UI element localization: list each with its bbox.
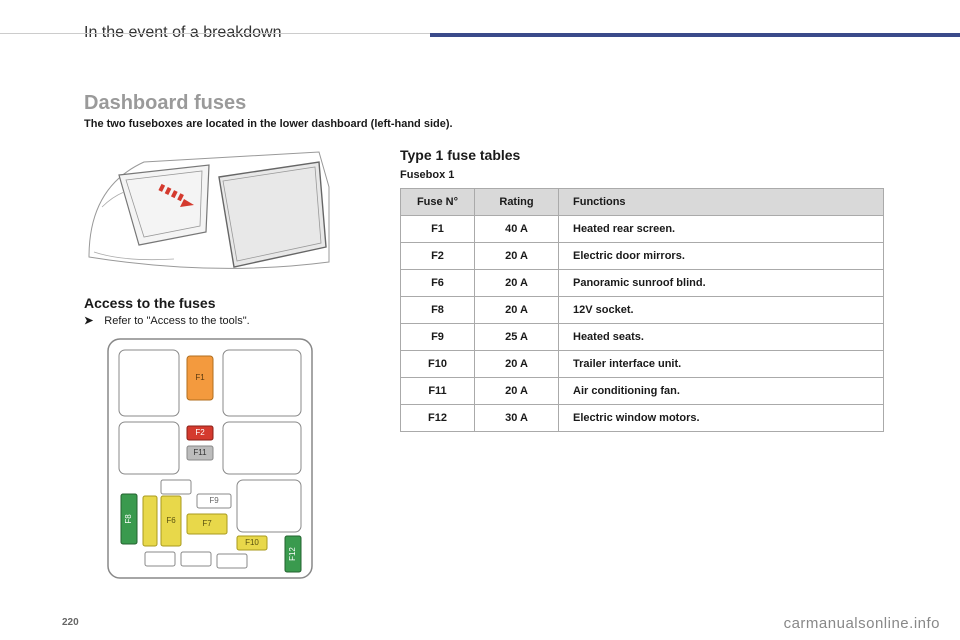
header-rule-light: [0, 33, 430, 34]
page-number: 220: [62, 617, 79, 628]
cell-rating: 20 A: [475, 243, 559, 270]
fusebox-label: Fusebox 1: [400, 169, 454, 181]
cell-func: 12V socket.: [559, 297, 884, 324]
fuse-f2-label: F2: [195, 428, 205, 437]
cell-rating: 20 A: [475, 351, 559, 378]
watermark: carmanualsonline.info: [784, 615, 940, 632]
cell-rating: 40 A: [475, 216, 559, 243]
table-row: F1 40 A Heated rear screen.: [401, 216, 884, 243]
access-title: Access to the fuses: [84, 295, 216, 311]
th-functions: Functions: [559, 189, 884, 216]
fuse-f9-label: F9: [209, 496, 219, 505]
section-title: Dashboard fuses: [84, 92, 246, 115]
dashboard-panel-illustration: [84, 147, 334, 282]
cell-fuse: F1: [401, 216, 475, 243]
table-row: F9 25 A Heated seats.: [401, 324, 884, 351]
cell-func: Panoramic sunroof blind.: [559, 270, 884, 297]
cell-func: Trailer interface unit.: [559, 351, 884, 378]
table-header-row: Fuse N° Rating Functions: [401, 189, 884, 216]
cell-rating: 25 A: [475, 324, 559, 351]
fusebox-diagram: F1 F2 F11 F9 F8 F6 F7 F10: [105, 336, 315, 581]
table-row: F2 20 A Electric door mirrors.: [401, 243, 884, 270]
header-rule-accent: [430, 33, 960, 37]
cell-fuse: F2: [401, 243, 475, 270]
access-item-text: Refer to "Access to the tools".: [104, 315, 249, 327]
cell-func: Electric window motors.: [559, 405, 884, 432]
cell-fuse: F11: [401, 378, 475, 405]
fuse-f1-label: F1: [195, 373, 205, 382]
header-rule: [0, 33, 960, 37]
cell-rating: 20 A: [475, 297, 559, 324]
access-list-item: ➤ Refer to "Access to the tools".: [84, 314, 250, 327]
cell-func: Electric door mirrors.: [559, 243, 884, 270]
fuse-f11-label: F11: [193, 448, 207, 457]
fuse-tables-title: Type 1 fuse tables: [400, 147, 520, 163]
fuse-f6-label: F6: [166, 516, 176, 525]
cell-func: Air conditioning fan.: [559, 378, 884, 405]
cell-fuse: F12: [401, 405, 475, 432]
table-row: F10 20 A Trailer interface unit.: [401, 351, 884, 378]
section-intro: The two fuseboxes are located in the low…: [84, 118, 453, 130]
fuse-f10-label: F10: [245, 538, 259, 547]
cell-fuse: F9: [401, 324, 475, 351]
table-row: F8 20 A 12V socket.: [401, 297, 884, 324]
cell-func: Heated seats.: [559, 324, 884, 351]
fuse-f7-label: F7: [202, 519, 212, 528]
cell-fuse: F6: [401, 270, 475, 297]
fuse-f8-label: F8: [124, 514, 133, 524]
fuse-f12-label: F12: [288, 547, 297, 561]
cell-rating: 20 A: [475, 378, 559, 405]
cell-rating: 30 A: [475, 405, 559, 432]
cell-fuse: F8: [401, 297, 475, 324]
cell-rating: 20 A: [475, 270, 559, 297]
table-row: F11 20 A Air conditioning fan.: [401, 378, 884, 405]
table-row: F6 20 A Panoramic sunroof blind.: [401, 270, 884, 297]
cell-func: Heated rear screen.: [559, 216, 884, 243]
table-row: F12 30 A Electric window motors.: [401, 405, 884, 432]
cell-fuse: F10: [401, 351, 475, 378]
fuse-table: Fuse N° Rating Functions F1 40 A Heated …: [400, 188, 884, 432]
th-fuse: Fuse N°: [401, 189, 475, 216]
list-arrow-icon: ➤: [84, 315, 93, 327]
th-rating: Rating: [475, 189, 559, 216]
